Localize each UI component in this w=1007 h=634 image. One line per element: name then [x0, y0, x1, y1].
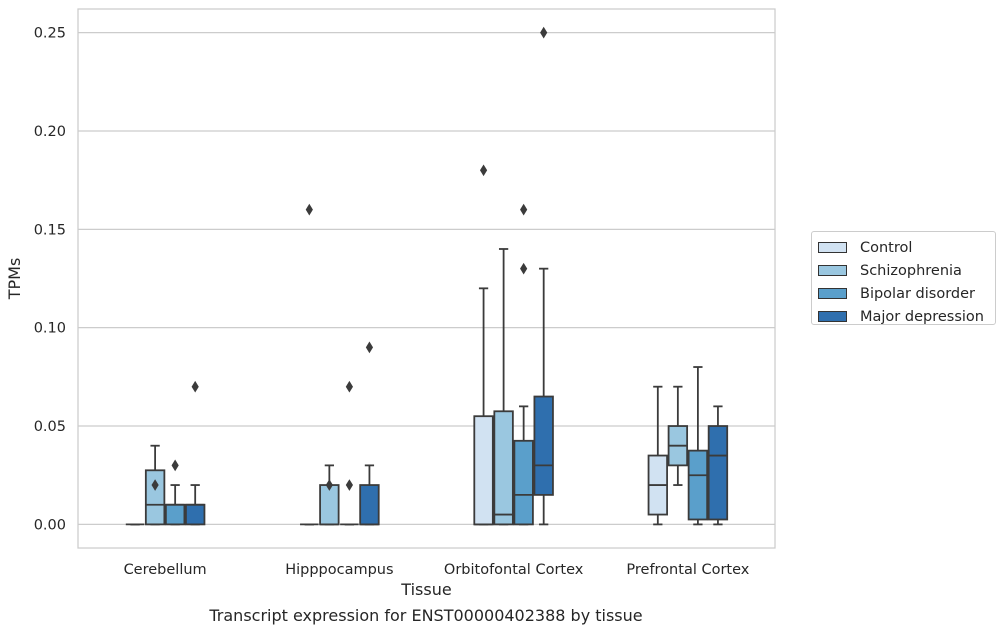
- box-3-1: [667, 385, 689, 486]
- box-iqr: [164, 503, 186, 526]
- x-axis-ticks: Cerebellum Hipppocampus Orbitofontal Corte…: [124, 562, 750, 578]
- y-axis-label: TPMs: [5, 258, 24, 301]
- box-iqr: [144, 469, 166, 526]
- y-tick-label: 0.15: [34, 222, 66, 238]
- y-tick-label: 0.10: [34, 321, 66, 337]
- box-0-3: [185, 380, 206, 526]
- x-tick-label: Prefrontal Cortex: [626, 562, 749, 578]
- box-iqr: [185, 503, 206, 526]
- x-tick-label: Orbitofontal Cortex: [444, 562, 584, 578]
- box-1-3: [359, 341, 380, 526]
- box-1-1: [319, 464, 340, 526]
- outlier-point: [151, 479, 159, 491]
- legend-label-bipolar-disorder: Bipolar disorder: [860, 285, 975, 302]
- box-3-2: [687, 366, 709, 526]
- box-iqr: [319, 484, 340, 526]
- plot-frame: [77, 8, 776, 549]
- x-tick-label: Hipppocampus: [285, 562, 393, 578]
- x-axis-label: Tissue: [400, 580, 451, 599]
- legend-label-major-depression: Major depression: [860, 308, 984, 325]
- outlier-point: [520, 203, 528, 216]
- box-iqr: [687, 449, 709, 521]
- legend-swatch-schizophrenia: [818, 265, 847, 276]
- outlier-point: [540, 26, 548, 39]
- box-2-1: [493, 248, 514, 526]
- legend-item-major-depression: Major depression: [818, 305, 995, 328]
- legend: Control Schizophrenia Bipolar disorder M…: [811, 231, 996, 325]
- outlier-point: [171, 459, 179, 472]
- box-iqr: [493, 410, 514, 526]
- legend-label-schizophrenia: Schizophrenia: [860, 262, 962, 279]
- box-3-0: [647, 385, 668, 526]
- legend-swatch-bipolar-disorder: [818, 288, 847, 299]
- box-3-3: [707, 405, 729, 526]
- box-2-0: [473, 164, 494, 526]
- legend-item-schizophrenia: Schizophrenia: [818, 259, 995, 282]
- legend-item-control: Control: [818, 236, 995, 259]
- box-iqr: [473, 415, 494, 526]
- y-tick-label: 0.05: [34, 419, 66, 435]
- box-0-1: [144, 444, 166, 526]
- y-tick-label: 0.20: [34, 124, 66, 140]
- box-iqr: [533, 395, 554, 496]
- outlier-point: [305, 203, 313, 216]
- x-tick-label: Cerebellum: [124, 562, 207, 578]
- y-axis-ticks: 0.00 0.05 0.10 0.15 0.20 0.25: [34, 26, 66, 534]
- outlier-point: [479, 164, 488, 177]
- y-tick-label: 0.25: [34, 26, 66, 42]
- chart-caption: Transcript expression for ENST0000040238…: [209, 606, 643, 625]
- outlier-point: [191, 380, 199, 393]
- box-1-2: [340, 380, 359, 526]
- legend-swatch-major-depression: [818, 311, 847, 322]
- legend-swatch-control: [818, 242, 847, 253]
- outlier-point: [365, 341, 374, 354]
- y-tick-label: 0.00: [34, 517, 66, 533]
- box-iqr: [707, 425, 729, 521]
- outlier-point: [345, 380, 353, 393]
- outlier-point: [325, 479, 333, 491]
- outlier-point: [345, 479, 353, 491]
- legend-item-bipolar-disorder: Bipolar disorder: [818, 282, 995, 305]
- box-iqr: [513, 439, 534, 526]
- box-iqr: [359, 484, 380, 526]
- box-groups: [125, 26, 729, 526]
- box-2-2: [513, 203, 534, 526]
- outlier-point: [520, 262, 528, 275]
- legend-label-control: Control: [860, 239, 913, 256]
- box-0-2: [164, 459, 186, 526]
- box-1-0: [300, 203, 319, 526]
- box-2-3: [533, 26, 554, 526]
